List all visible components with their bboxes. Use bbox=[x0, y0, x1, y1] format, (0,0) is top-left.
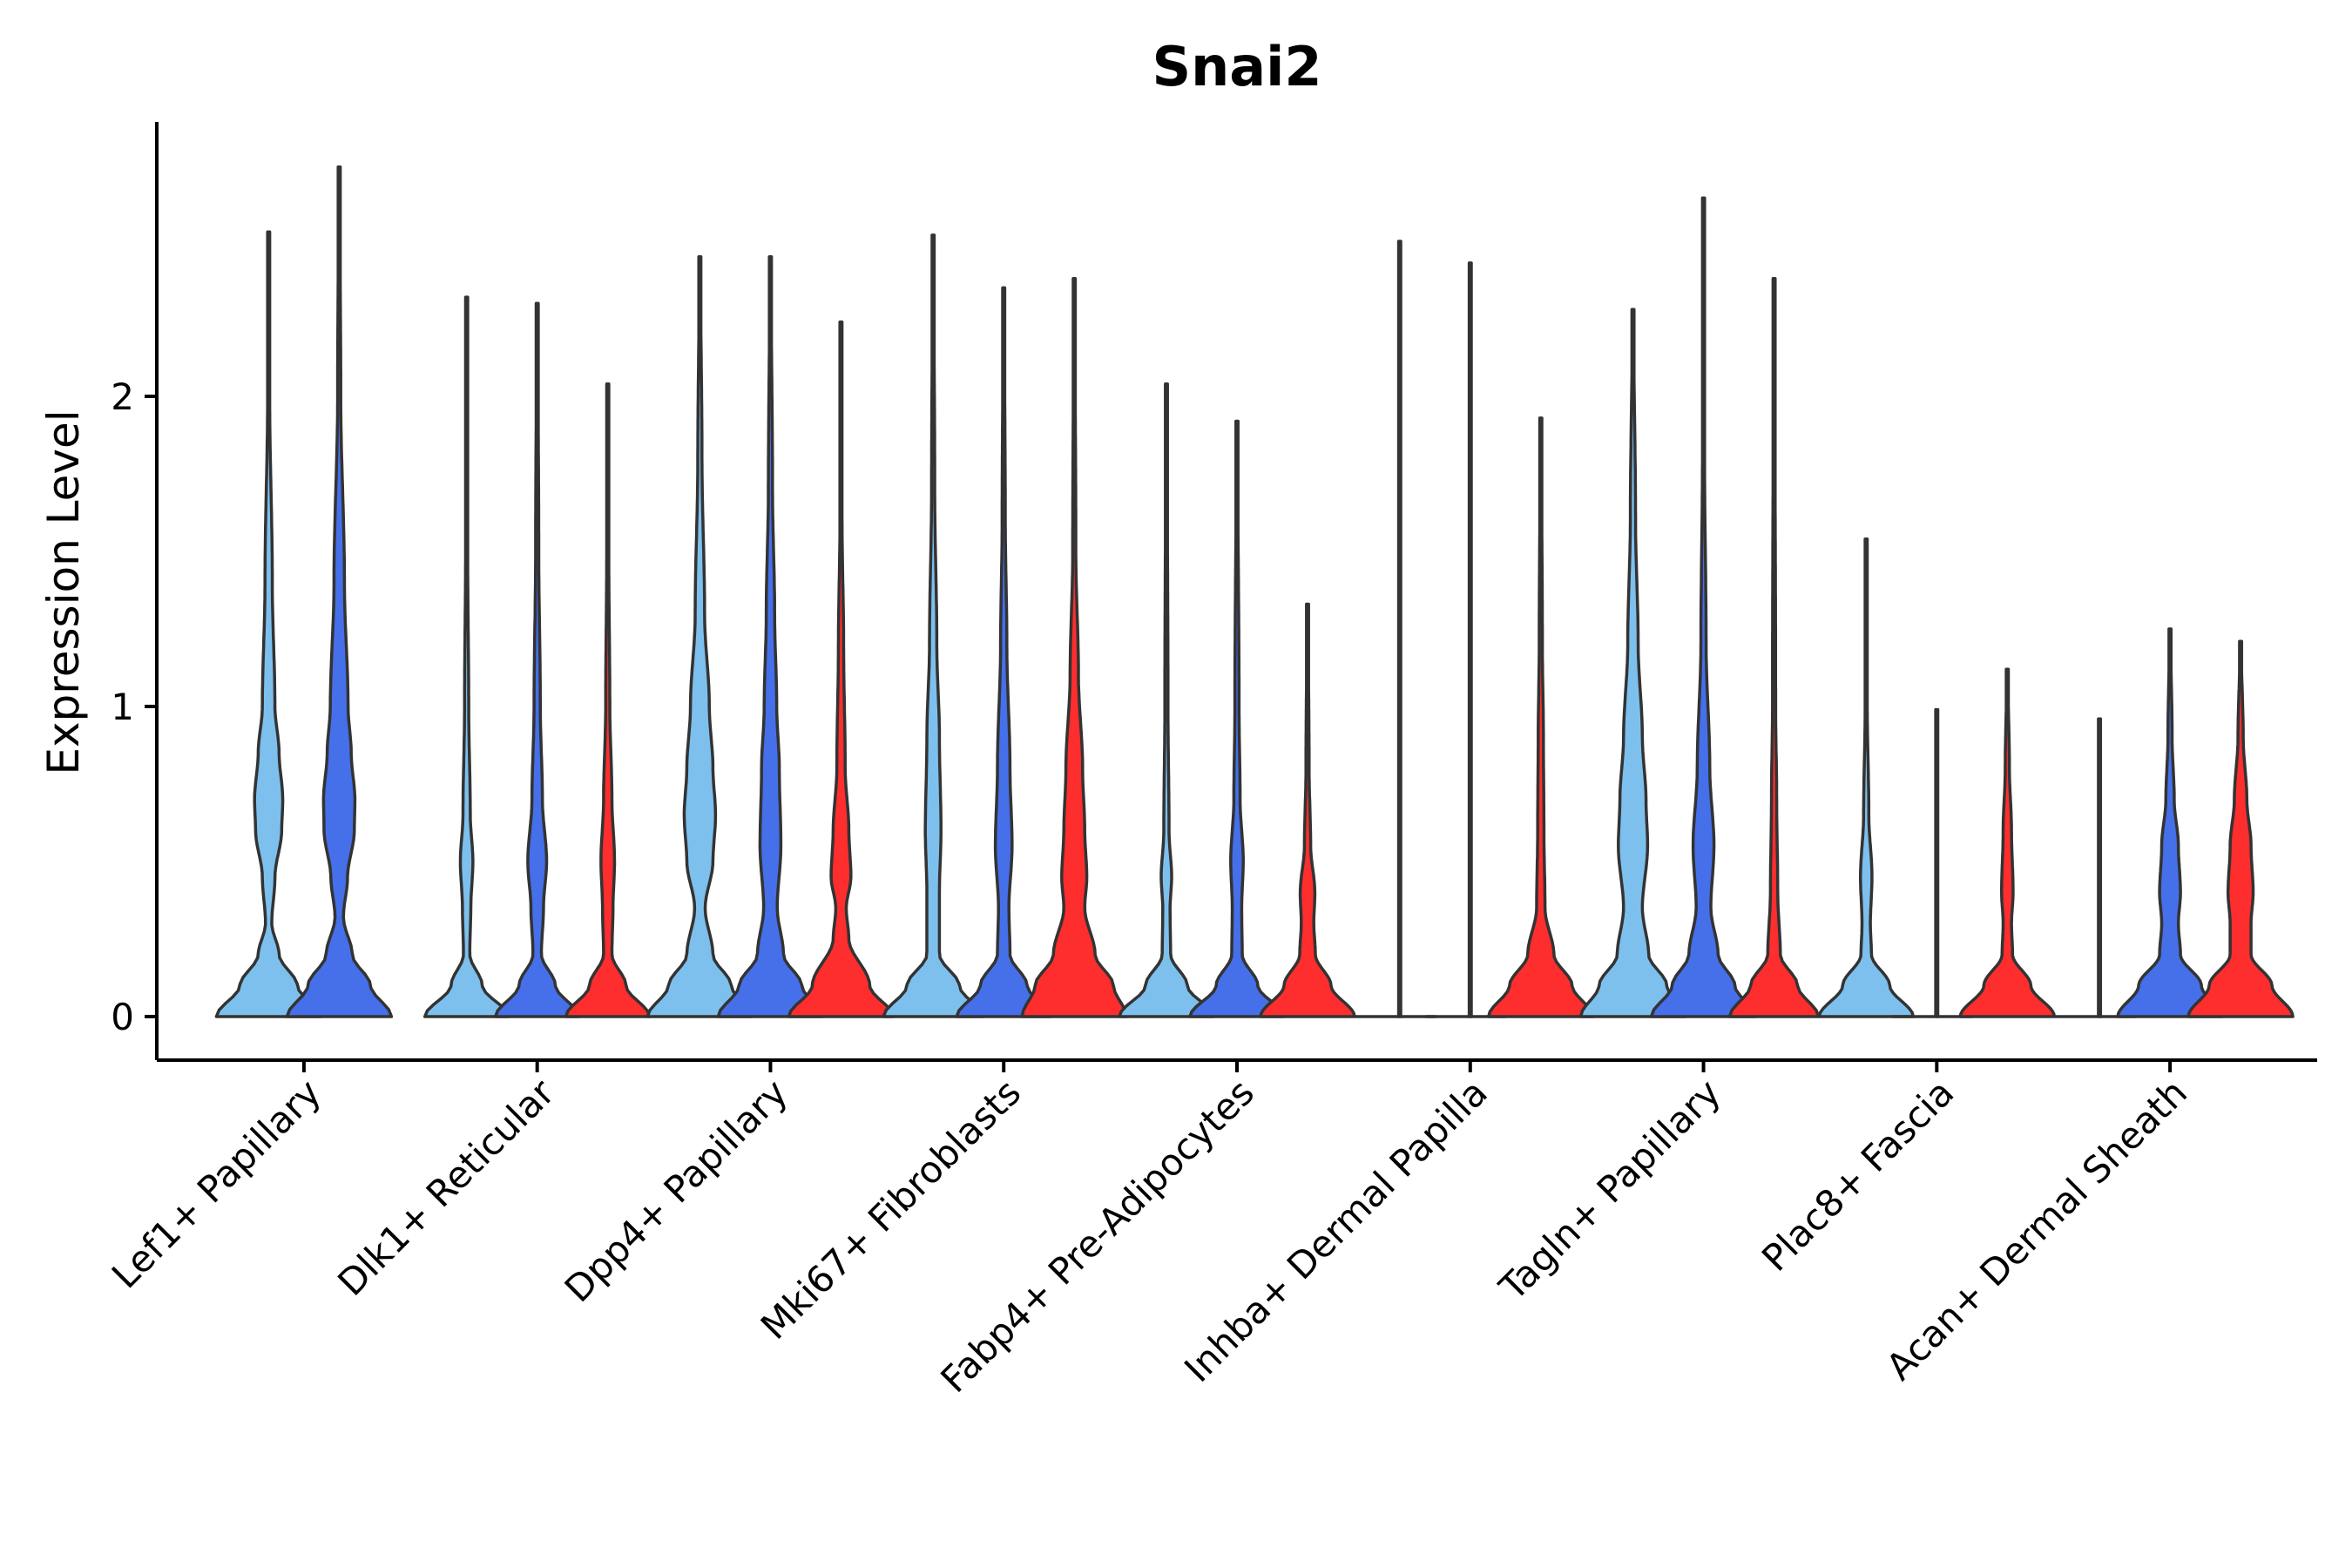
violin-blue bbox=[1467, 261, 1473, 1018]
chart-title: Snai2 bbox=[1152, 35, 1321, 98]
y-tick-label: 2 bbox=[111, 375, 134, 418]
violin-blue bbox=[285, 165, 394, 1018]
violin-light_blue bbox=[1817, 537, 1916, 1018]
violin-blue bbox=[2116, 627, 2224, 1018]
x-tick-label: Plac8+ Fascia bbox=[1754, 1071, 1962, 1279]
y-axis: 0 1 2 bbox=[111, 122, 159, 1060]
y-tick-label: 0 bbox=[111, 996, 134, 1038]
violin-light_blue bbox=[1578, 308, 1687, 1018]
violin-red bbox=[1958, 667, 2057, 1018]
violin-blue bbox=[1934, 707, 1940, 1018]
violins bbox=[214, 165, 2295, 1018]
violin-red bbox=[1020, 276, 1128, 1018]
x-tick-label: Dlk1+ Reticular bbox=[329, 1071, 563, 1304]
violin-light_blue bbox=[1118, 382, 1215, 1018]
violin-red bbox=[1727, 276, 1821, 1018]
x-tick-label: Mki67+ Fibroblasts bbox=[753, 1071, 1029, 1347]
x-tick-label: Dpp4+ Papillary bbox=[557, 1071, 796, 1310]
violin-red bbox=[787, 320, 896, 1018]
violin-blue bbox=[955, 286, 1052, 1018]
violin-light_blue bbox=[645, 255, 754, 1018]
violin-red bbox=[2186, 639, 2295, 1018]
violin-light_blue bbox=[1396, 240, 1402, 1018]
violin-light_blue bbox=[422, 295, 510, 1018]
violin-blue bbox=[493, 301, 581, 1018]
violin-red bbox=[1487, 416, 1595, 1018]
y-axis-label: Expression Level bbox=[38, 409, 89, 774]
x-tick-label: Tagln+ Papillary bbox=[1490, 1071, 1728, 1308]
violin-light_blue bbox=[2097, 717, 2103, 1018]
violin-light_blue bbox=[214, 230, 323, 1018]
violin-light_blue bbox=[882, 233, 984, 1018]
violin-red bbox=[564, 382, 652, 1018]
violin-red bbox=[1259, 602, 1356, 1018]
violin-blue bbox=[1188, 419, 1286, 1018]
x-tick-label: Lef1+ Papillary bbox=[104, 1071, 329, 1296]
violin-blue bbox=[1649, 196, 1758, 1018]
violin-blue bbox=[716, 255, 825, 1018]
y-tick-label: 1 bbox=[111, 686, 134, 728]
